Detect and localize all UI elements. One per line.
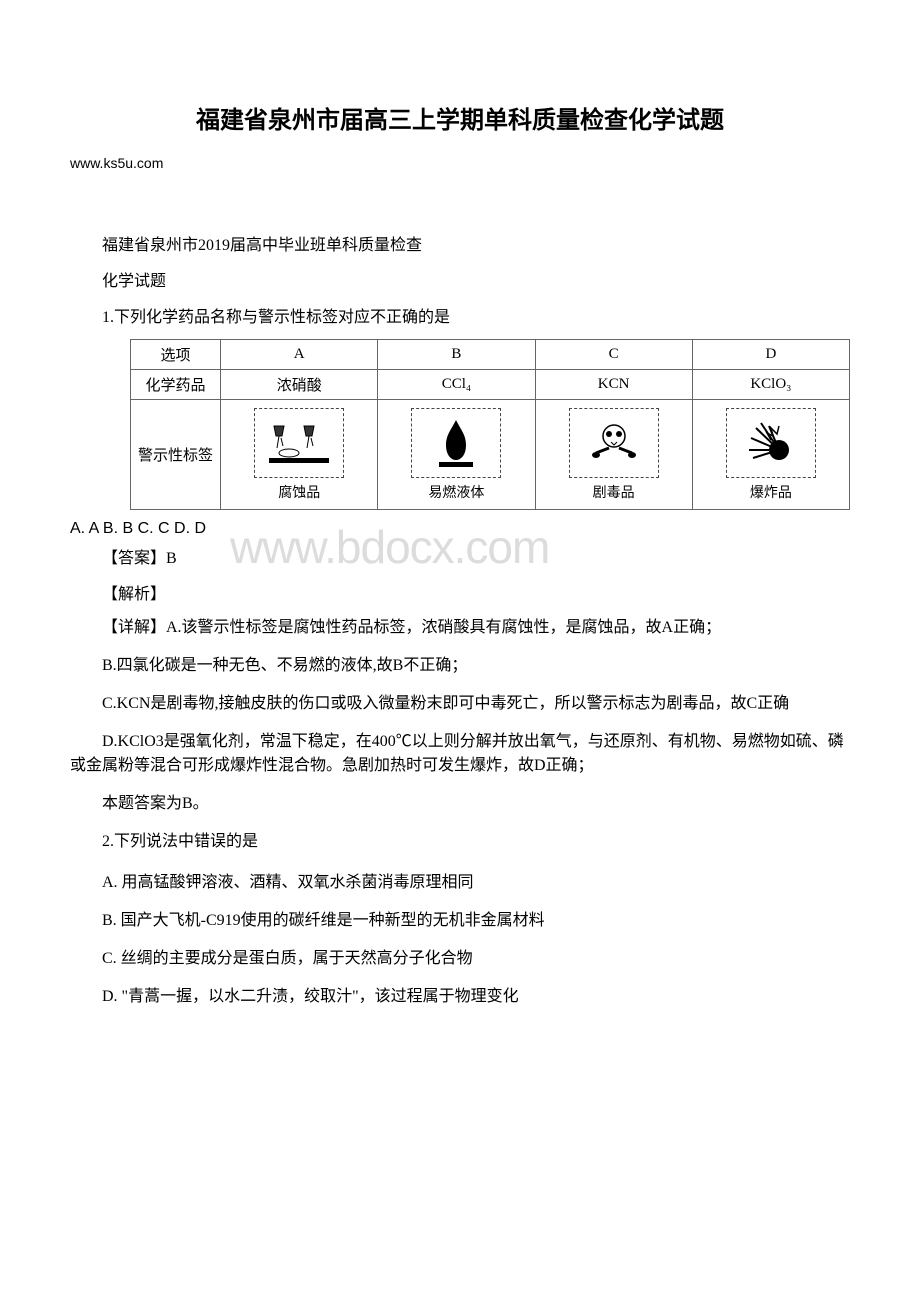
label-b: 易燃液体 — [428, 482, 484, 502]
warning-cell-a: 腐蚀品 — [221, 400, 378, 510]
question-1-options: www.bdocx.com A. A B. B C. C D. D — [70, 520, 850, 538]
flammable-icon — [411, 408, 501, 478]
chemical-a: 浓硝酸 — [221, 370, 378, 400]
chemical-d: KClO₃ — [692, 370, 849, 400]
detail-a: 【详解】A.该警示性标签是腐蚀性药品标签，浓硝酸具有腐蚀性，是腐蚀品，故A正确； — [70, 616, 850, 640]
question-2-option-c: C. 丝绸的主要成分是蛋白质，属于天然高分子化合物 — [70, 944, 850, 968]
warning-cell-c: 剧毒品 — [535, 400, 692, 510]
table-col-b: B — [378, 340, 535, 370]
warning-cell-d: 爆炸品 — [692, 400, 849, 510]
label-a: 腐蚀品 — [278, 482, 320, 502]
page-title: 福建省泉州市届高三上学期单科质量检查化学试题 — [70, 100, 850, 135]
explosive-icon — [726, 408, 816, 478]
table-col-a: A — [221, 340, 378, 370]
question-1-table: 选项 A B C D 化学药品 浓硝酸 CCl₄ KCN KClO₃ 警示性标签 — [130, 339, 850, 510]
table-header-chemical: 化学药品 — [131, 370, 221, 400]
detail-conclusion: 本题答案为B。 — [70, 792, 850, 816]
label-d: 爆炸品 — [750, 482, 792, 502]
detail-c: C.KCN是剧毒物,接触皮肤的伤口或吸入微量粉末即可中毒死亡，所以警示标志为剧毒… — [70, 692, 850, 716]
toxic-icon — [569, 408, 659, 478]
corrosive-icon — [254, 408, 344, 478]
label-c: 剧毒品 — [593, 482, 635, 502]
table-col-c: C — [535, 340, 692, 370]
question-2-option-a: A. 用高锰酸钾溶液、酒精、双氧水杀菌消毒原理相同 — [70, 868, 850, 892]
question-1-answer: 【答案】B — [70, 544, 850, 568]
table-col-d: D — [692, 340, 849, 370]
warning-cell-b: 易燃液体 — [378, 400, 535, 510]
chemical-b: CCl₄ — [378, 370, 535, 400]
exam-subject: 化学试题 — [70, 267, 850, 291]
question-2-option-d: D. "青蒿一握，以水二升渍，绞取汁"，该过程属于物理变化 — [70, 982, 850, 1006]
detail-b: B.四氯化碳是一种无色、不易燃的液体,故B不正确； — [70, 654, 850, 678]
question-1-text: 1.下列化学药品名称与警示性标签对应不正确的是 — [70, 303, 850, 327]
detail-d: D.KClO3是强氧化剂，常温下稳定，在400℃以上则分解并放出氧气，与还原剂、… — [70, 730, 850, 778]
question-1-analysis-label: 【解析】 — [70, 580, 850, 604]
question-2-text: 2.下列说法中错误的是 — [70, 830, 850, 854]
table-header-label: 警示性标签 — [131, 400, 221, 510]
question-2-option-b: B. 国产大飞机-C919使用的碳纤维是一种新型的无机非金属材料 — [70, 906, 850, 930]
exam-source: 福建省泉州市2019届高中毕业班单科质量检查 — [70, 231, 850, 255]
chemical-c: KCN — [535, 370, 692, 400]
source-url: www.ks5u.com — [70, 155, 850, 171]
table-header-option: 选项 — [131, 340, 221, 370]
